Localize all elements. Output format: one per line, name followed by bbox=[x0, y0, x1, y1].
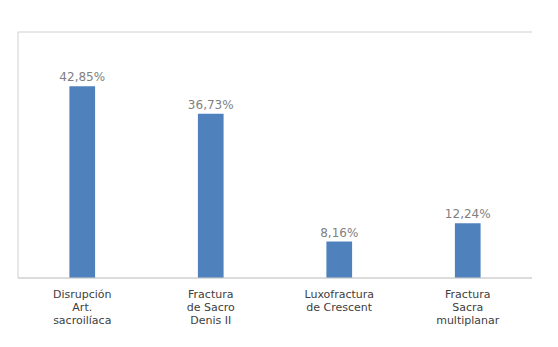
svg-text:Luxofracturade Crescent: Luxofracturade Crescent bbox=[304, 288, 374, 314]
svg-text:8,16%: 8,16% bbox=[320, 226, 358, 240]
svg-text:42,85%: 42,85% bbox=[59, 70, 105, 84]
svg-text:Fracturade SacroDenis II: Fracturade SacroDenis II bbox=[187, 288, 235, 327]
svg-text:12,24%: 12,24% bbox=[445, 207, 491, 221]
svg-text:36,73%: 36,73% bbox=[188, 98, 234, 112]
svg-text:DisrupciónArt.sacroilíaca: DisrupciónArt.sacroilíaca bbox=[53, 288, 112, 327]
svg-text:FracturaSacramultiplanar: FracturaSacramultiplanar bbox=[436, 288, 500, 327]
